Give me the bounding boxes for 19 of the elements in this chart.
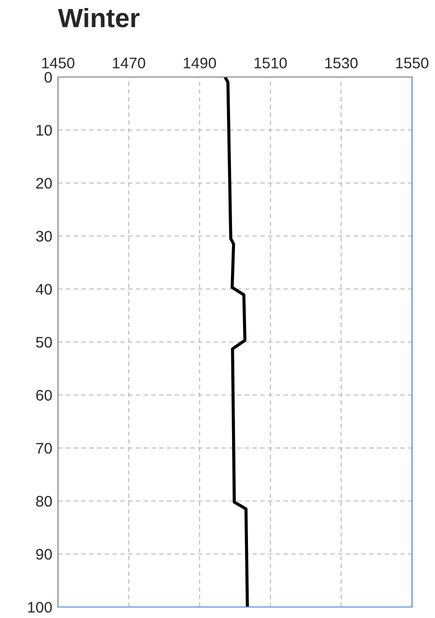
- y-tick-label: 10: [36, 124, 52, 136]
- x-tick-label: 1550: [396, 58, 428, 68]
- y-tick-label: 20: [36, 178, 52, 189]
- chart-title: Winter: [58, 8, 140, 28]
- line-series: [224, 77, 249, 607]
- y-tick-label: 30: [36, 230, 52, 242]
- y-tick-label: 70: [36, 442, 52, 454]
- y-tick-label: 100: [28, 602, 52, 613]
- x-tick-label: 1490: [184, 58, 216, 68]
- y-tick-label: 0: [44, 72, 52, 83]
- y-tick-label: 90: [36, 548, 52, 560]
- y-tick-label: 80: [36, 496, 52, 507]
- y-tick-label: 60: [36, 390, 52, 401]
- x-tick-label: 1510: [254, 58, 287, 68]
- x-tick-label: 1470: [112, 58, 146, 68]
- x-tick-label: 1450: [42, 58, 74, 68]
- y-tick-label: 40: [36, 284, 52, 295]
- y-tick-label: 50: [36, 336, 52, 348]
- x-tick-label: 1530: [325, 58, 358, 68]
